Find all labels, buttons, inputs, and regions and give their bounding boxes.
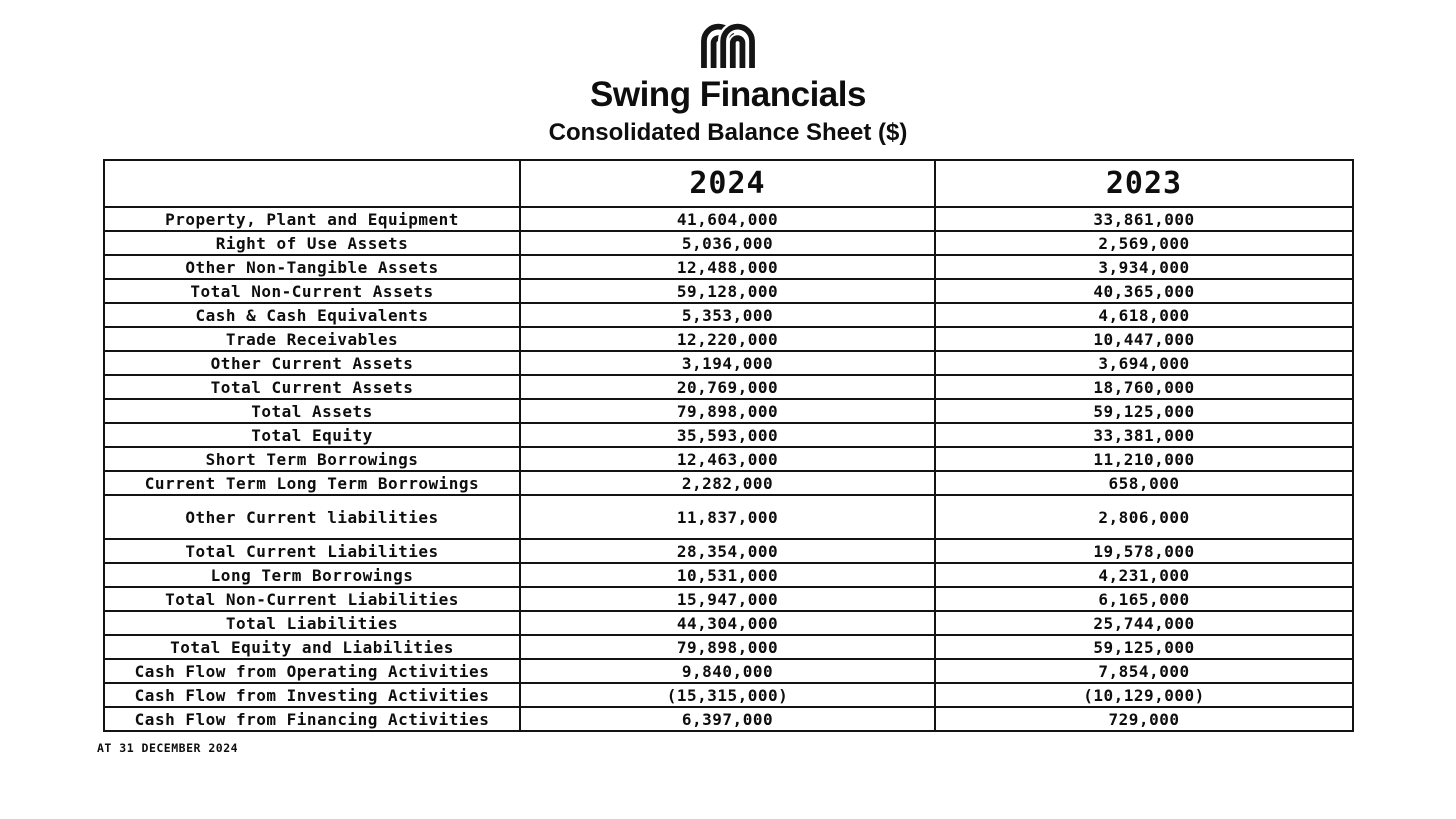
balance-sheet-table: 2024 2023 Property, Plant and Equipment 4… xyxy=(103,159,1354,732)
value-2023: 33,381,000 xyxy=(934,422,1354,448)
value-2024: 35,593,000 xyxy=(519,422,936,448)
value-2023: 4,618,000 xyxy=(934,302,1354,328)
row-label: Cash Flow from Financing Activities xyxy=(103,706,521,732)
row-label: Total Liabilities xyxy=(103,610,521,636)
table-row: Trade Receivables 12,220,000 10,447,000 xyxy=(103,326,1354,352)
row-label: Trade Receivables xyxy=(103,326,521,352)
value-2023: 7,854,000 xyxy=(934,658,1354,684)
value-2023: 3,694,000 xyxy=(934,350,1354,376)
table-row: Total Equity and Liabilities 79,898,000 59… xyxy=(103,634,1354,660)
value-2023: 10,447,000 xyxy=(934,326,1354,352)
table-row: Total Non-Current Assets 59,128,000 40,365… xyxy=(103,278,1354,304)
row-label: Property, Plant and Equipment xyxy=(103,206,521,232)
value-2024: 12,220,000 xyxy=(519,326,936,352)
table-row: Short Term Borrowings 12,463,000 11,210,00… xyxy=(103,446,1354,472)
value-2024: 12,488,000 xyxy=(519,254,936,280)
table-row: Cash Flow from Investing Activities (15,3… xyxy=(103,682,1354,708)
value-2023: 18,760,000 xyxy=(934,374,1354,400)
row-label: Other Non-Tangible Assets xyxy=(103,254,521,280)
value-2024: 79,898,000 xyxy=(519,398,936,424)
page-title: Swing Financials xyxy=(590,75,866,114)
value-2024: 28,354,000 xyxy=(519,538,936,564)
table-row: Cash Flow from Financing Activities 6,397… xyxy=(103,706,1354,732)
table-row: Total Liabilities 44,304,000 25,744,000 xyxy=(103,610,1354,636)
value-2024: 44,304,000 xyxy=(519,610,936,636)
value-2023: 4,231,000 xyxy=(934,562,1354,588)
row-label: Short Term Borrowings xyxy=(103,446,521,472)
table-body: Property, Plant and Equipment 41,604,000 3… xyxy=(103,206,1354,732)
table-header-row: 2024 2023 xyxy=(103,159,1354,208)
value-2023: (10,129,000) xyxy=(934,682,1354,708)
value-2024: (15,315,000) xyxy=(519,682,936,708)
value-2024: 20,769,000 xyxy=(519,374,936,400)
table-row: Long Term Borrowings 10,531,000 4,231,000 xyxy=(103,562,1354,588)
value-2024: 41,604,000 xyxy=(519,206,936,232)
value-2023: 19,578,000 xyxy=(934,538,1354,564)
value-2024: 6,397,000 xyxy=(519,706,936,732)
value-2024: 15,947,000 xyxy=(519,586,936,612)
value-2024: 12,463,000 xyxy=(519,446,936,472)
row-label: Cash Flow from Investing Activities xyxy=(103,682,521,708)
row-label: Total Equity xyxy=(103,422,521,448)
header-cell-2023: 2023 xyxy=(934,159,1354,208)
row-label: Total Equity and Liabilities xyxy=(103,634,521,660)
value-2023: 2,806,000 xyxy=(934,494,1354,540)
row-label: Total Current Liabilities xyxy=(103,538,521,564)
row-label: Total Current Assets xyxy=(103,374,521,400)
header-cell-empty xyxy=(103,159,521,208)
table-row: Cash Flow from Operating Activities 9,840… xyxy=(103,658,1354,684)
page-subtitle: Consolidated Balance Sheet ($) xyxy=(548,119,908,146)
value-2024: 10,531,000 xyxy=(519,562,936,588)
row-label: Cash & Cash Equivalents xyxy=(103,302,521,328)
row-label: Long Term Borrowings xyxy=(103,562,521,588)
value-2024: 5,353,000 xyxy=(519,302,936,328)
table-row: Right of Use Assets 5,036,000 2,569,000 xyxy=(103,230,1354,256)
value-2023: 729,000 xyxy=(934,706,1354,732)
row-label: Current Term Long Term Borrowings xyxy=(103,470,521,496)
masthead: Swing Financials Consolidated Balance Sh… xyxy=(0,0,1456,147)
value-2024: 11,837,000 xyxy=(519,494,936,540)
table-row: Total Equity 35,593,000 33,381,000 xyxy=(103,422,1354,448)
value-2024: 9,840,000 xyxy=(519,658,936,684)
row-label: Other Current Assets xyxy=(103,350,521,376)
table-row: Other Current Assets 3,194,000 3,694,000 xyxy=(103,350,1354,376)
row-label: Total Non-Current Assets xyxy=(103,278,521,304)
value-2023: 40,365,000 xyxy=(934,278,1354,304)
table-row: Property, Plant and Equipment 41,604,000 3… xyxy=(103,206,1354,232)
table-row: Total Current Assets 20,769,000 18,760,000 xyxy=(103,374,1354,400)
value-2023: 11,210,000 xyxy=(934,446,1354,472)
value-2024: 2,282,000 xyxy=(519,470,936,496)
row-label: Other Current liabilities xyxy=(103,494,521,540)
value-2023: 59,125,000 xyxy=(934,634,1354,660)
value-2023: 3,934,000 xyxy=(934,254,1354,280)
value-2023: 6,165,000 xyxy=(934,586,1354,612)
value-2023: 59,125,000 xyxy=(934,398,1354,424)
header-cell-2024: 2024 xyxy=(519,159,936,208)
table-row: Total Non-Current Liabilities 15,947,000 6… xyxy=(103,586,1354,612)
row-label: Right of Use Assets xyxy=(103,230,521,256)
value-2024: 79,898,000 xyxy=(519,634,936,660)
row-label: Total Non-Current Liabilities xyxy=(103,586,521,612)
row-label: Cash Flow from Operating Activities xyxy=(103,658,521,684)
row-label: Total Assets xyxy=(103,398,521,424)
table-row: Other Non-Tangible Assets 12,488,000 3,934… xyxy=(103,254,1354,280)
table-row: Cash & Cash Equivalents 5,353,000 4,618,00… xyxy=(103,302,1354,328)
table-row: Total Assets 79,898,000 59,125,000 xyxy=(103,398,1354,424)
swing-arches-logo-icon xyxy=(0,18,1456,68)
table-row: Current Term Long Term Borrowings 2,282,0… xyxy=(103,470,1354,496)
value-2023: 2,569,000 xyxy=(934,230,1354,256)
value-2023: 658,000 xyxy=(934,470,1354,496)
value-2023: 33,861,000 xyxy=(934,206,1354,232)
as-at-date-note: AT 31 DECEMBER 2024 xyxy=(97,741,239,755)
value-2024: 59,128,000 xyxy=(519,278,936,304)
value-2023: 25,744,000 xyxy=(934,610,1354,636)
table-row: Other Current liabilities 11,837,000 2,806… xyxy=(103,494,1354,540)
table-row: Total Current Liabilities 28,354,000 19,57… xyxy=(103,538,1354,564)
value-2024: 5,036,000 xyxy=(519,230,936,256)
value-2024: 3,194,000 xyxy=(519,350,936,376)
